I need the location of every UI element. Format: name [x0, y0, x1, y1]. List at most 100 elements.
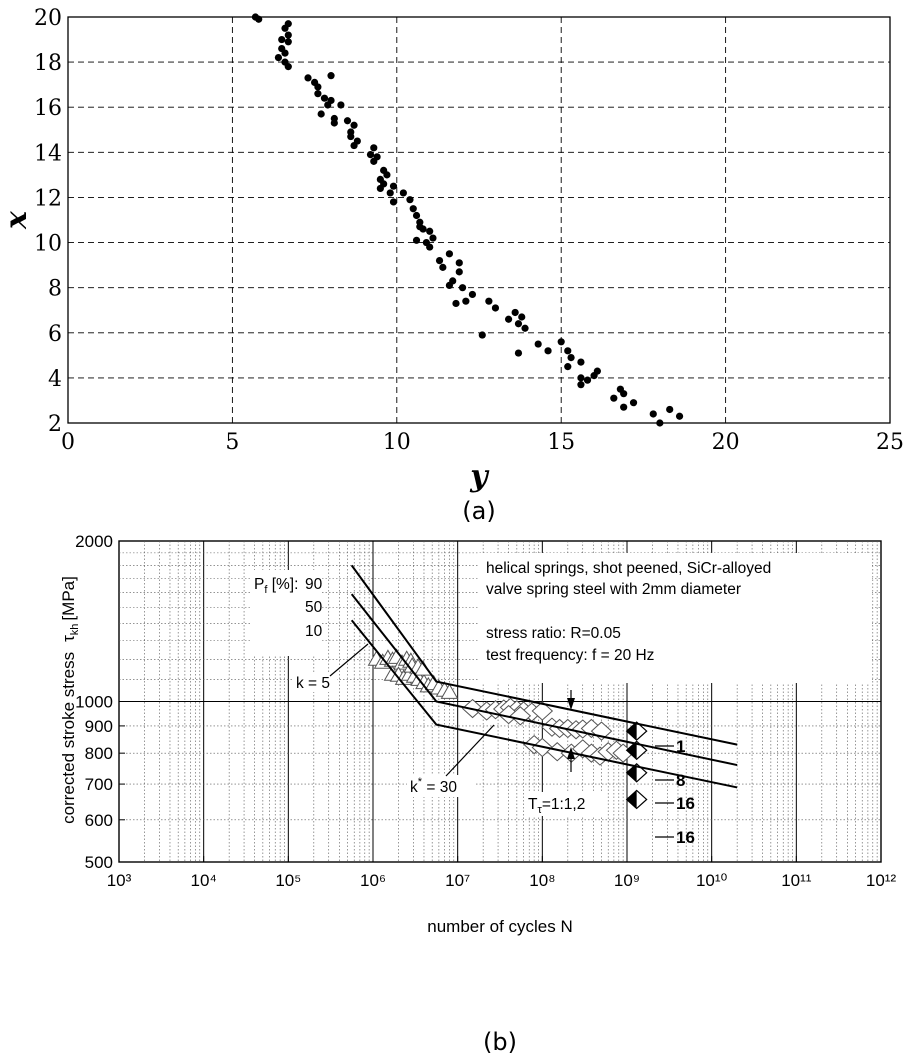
- panel-b-markers: [367, 648, 648, 810]
- panel-a-data-point: [281, 49, 289, 57]
- panel-b-y-tick-label: 500: [85, 853, 113, 872]
- panel-a-data-point: [343, 117, 352, 125]
- panel-a-data-point: [583, 376, 592, 384]
- panel-b-half-filled-marker-fill: [626, 741, 637, 760]
- panel-a-data-point: [386, 189, 394, 197]
- panel-a-data-point: [458, 284, 467, 292]
- panel-b-diamond-marker: [531, 701, 554, 721]
- panel-a-data-point: [412, 236, 421, 244]
- panel-b-pf-title: Pf [%]:: [254, 576, 298, 596]
- panel-a-scatter: 0 5 10 15 20 25 2 4 6 8 10 12 14 16 18 20 y x (a): [0, 6, 904, 525]
- panel-a-data-point: [567, 353, 575, 362]
- panel-a-grid: [68, 17, 890, 423]
- panel-a-data-point: [406, 196, 414, 204]
- panel-a-y-tick-label: 4: [48, 367, 62, 392]
- panel-a-data-point: [534, 340, 542, 348]
- panel-a-data-point: [412, 211, 421, 220]
- panel-a-data-point: [278, 35, 286, 44]
- panel-b-level-16b: 16: [676, 828, 695, 847]
- panel-a-data-point: [284, 63, 292, 71]
- panel-a-data-point: [370, 157, 378, 165]
- panel-a-y-tick-label: 18: [34, 51, 62, 76]
- panel-a-data-point: [439, 263, 447, 271]
- panel-a-data-point: [452, 299, 460, 308]
- panel-a-data-point: [577, 358, 585, 366]
- panel-b-kstar-leader: [445, 724, 495, 777]
- panel-a-data-point: [544, 347, 552, 355]
- panel-a-data-point: [590, 372, 598, 380]
- panel-b-half-filled-marker-fill: [626, 790, 637, 809]
- panel-b-x-tick-label: 10⁵: [275, 871, 301, 890]
- panel-a-data-point: [675, 412, 684, 420]
- panel-a-data-point: [399, 189, 407, 197]
- panel-b-series-line: [350, 564, 738, 746]
- panel-b-note-line-1: helical springs, shot peened, SiCr-alloy…: [486, 560, 771, 577]
- panel-b-y-tick-label: 1000: [75, 693, 113, 712]
- panel-b-x-tick-label: 10¹¹: [781, 871, 812, 890]
- panel-a-data-point: [518, 313, 526, 321]
- panel-b-x-tick-label: 10⁴: [191, 871, 217, 890]
- panel-b-band-arrowhead-bottom: [567, 698, 575, 710]
- panel-a-data-point: [564, 363, 572, 371]
- panel-a-data-point: [429, 234, 437, 242]
- panel-a-caption: (a): [462, 497, 495, 525]
- panel-a-data-point: [409, 205, 417, 213]
- panel-b-note-line-2: valve spring steel with 2mm diameter: [486, 581, 741, 598]
- panel-b-half-filled-marker-fill: [626, 763, 637, 782]
- panel-a-data-point: [304, 74, 312, 82]
- panel-b-k-bg: [293, 672, 337, 692]
- panel-a-data-point: [620, 390, 628, 398]
- panel-b-x-tick-label: 10¹²: [866, 871, 897, 890]
- panel-b-series-line: [350, 619, 738, 789]
- panel-a-y-axis-label: x: [0, 210, 34, 230]
- panel-b-ticks: 10³ 10⁴ 10⁵ 10⁶ 10⁷ 10⁸ 10⁹ 10¹⁰ 10¹¹ 10¹² 500 600 7…: [75, 532, 896, 890]
- panel-a-y-tick-label: 12: [34, 186, 62, 211]
- panel-a-data-point: [327, 72, 335, 80]
- panel-a-data-point: [577, 374, 585, 382]
- panel-b-k-label: k = 5: [296, 675, 330, 692]
- panel-b-level-8: 8: [676, 771, 685, 790]
- panel-a-y-tick-label: 10: [34, 232, 62, 257]
- panel-a-data-point: [514, 349, 523, 357]
- panel-a-ticks: 0 5 10 15 20 25 2 4 6 8 10 12 14 16 18 20: [34, 6, 904, 455]
- panel-a-data-point: [337, 101, 345, 109]
- panel-a-data-point: [485, 297, 493, 305]
- panel-a-data-point: [504, 315, 513, 323]
- panel-b-pf-level-50: 50: [305, 599, 323, 616]
- panel-a-y-tick-label: 16: [34, 96, 62, 121]
- panel-b-band-arrowhead-top: [567, 747, 575, 759]
- panel-b-y-tick-label: 800: [85, 744, 113, 763]
- panel-b-level-1: 1: [676, 737, 685, 756]
- panel-a-data-point: [330, 119, 338, 127]
- panel-a-x-tick-label: 25: [876, 430, 904, 455]
- panel-a-data-point: [445, 281, 454, 290]
- panel-a-data-point: [620, 403, 628, 411]
- panel-a-data-point: [426, 243, 434, 251]
- panel-a-data-point: [610, 394, 618, 402]
- panel-b-level-16a: 16: [676, 794, 695, 813]
- panel-b-tratio-label: Tτ=1:1,2: [528, 796, 585, 816]
- panel-a-y-tick-label: 14: [34, 141, 62, 166]
- panel-a-data-point: [455, 259, 463, 267]
- panel-b-k-leader: [329, 643, 369, 677]
- panel-b-lines: [350, 564, 738, 789]
- panel-a-data-point: [284, 38, 292, 46]
- panel-a-plot-frame: [67, 16, 891, 424]
- panel-b-kstar-label: k* = 30: [410, 776, 457, 796]
- panel-b-triangle-marker: [440, 683, 459, 699]
- panel-a-data-point: [350, 141, 358, 150]
- panel-b-x-tick-label: 10⁷: [445, 871, 470, 890]
- panel-b-half-filled-marker-fill: [626, 722, 637, 741]
- panel-b-x-tick-label: 10³: [107, 871, 132, 890]
- panel-a-data-point: [376, 184, 384, 193]
- panel-a-data-point: [564, 347, 572, 355]
- panel-a-y-tick-label: 2: [48, 412, 62, 437]
- panel-b-pf-bg: [250, 570, 322, 656]
- panel-a-points: [251, 13, 684, 427]
- panel-a-data-point: [324, 101, 332, 109]
- panel-b-note-line-3: stress ratio: R=0.05: [486, 625, 621, 642]
- panel-a-data-point: [649, 410, 657, 418]
- panel-a-x-tick-label: 20: [712, 430, 740, 455]
- panel-b-y-tick-label: 700: [85, 775, 113, 794]
- panel-a-data-point: [514, 320, 523, 328]
